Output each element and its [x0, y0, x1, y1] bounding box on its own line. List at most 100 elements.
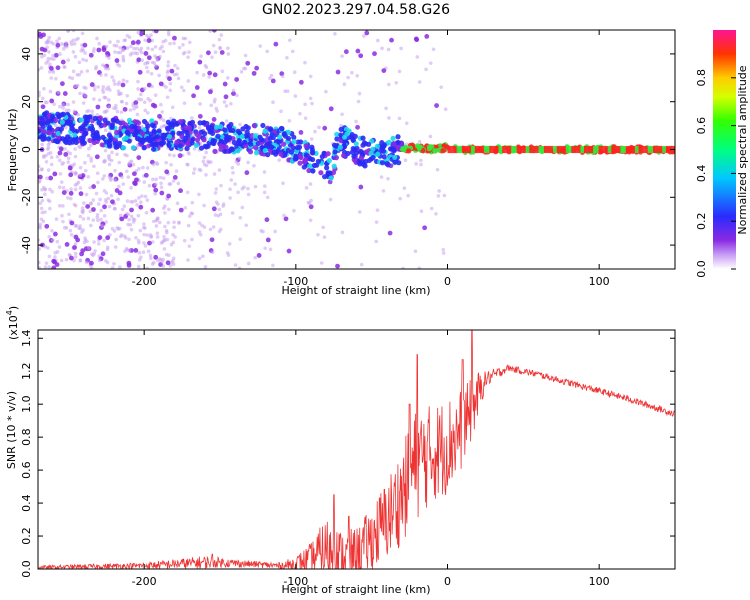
- spectrogram-noise-point: [63, 152, 69, 157]
- spectrogram-noise-point: [155, 231, 160, 235]
- spectrogram-carrier-segment: [451, 145, 454, 154]
- spectrogram-noise-point: [354, 119, 358, 124]
- spectrogram-noise-point: [72, 41, 77, 46]
- spectrogram-ridge-point: [245, 125, 251, 131]
- spectrogram-noise-point: [40, 198, 45, 203]
- spectrogram-noise-point: [110, 75, 115, 79]
- spectrogram-noise-point: [271, 263, 275, 268]
- spectrogram-ridge-point: [293, 153, 299, 159]
- spectrogram-noise-point: [187, 40, 192, 45]
- spectrogram-noise-point: [149, 234, 153, 239]
- spectrogram-ridge-point: [262, 147, 268, 154]
- spectrogram-ridge-point: [338, 126, 344, 133]
- spectrogram-noise-point: [69, 233, 74, 237]
- spectrogram-noise-point: [48, 89, 53, 94]
- spectrogram-ridge-point: [243, 133, 249, 139]
- spectrogram-noise-point: [292, 70, 297, 74]
- spectrogram-noise-point: [169, 68, 175, 74]
- spectrogram-noise-point: [176, 76, 181, 81]
- spectrogram-carrier-segment: [494, 145, 497, 154]
- snr-y-ticks: 0.0 0.2 0.4 0.6 0.8 1.0 1.2 1.4: [20, 329, 675, 578]
- spectrogram-noise-point: [213, 97, 217, 102]
- spectrogram-carrier-segment: [511, 145, 514, 154]
- spectrogram-noise-point: [40, 210, 45, 215]
- spectrogram-carrier-segment: [600, 145, 603, 154]
- snr-series-line: [38, 330, 675, 569]
- x-tick-label: 0: [444, 275, 451, 288]
- y-tick-label: 0: [20, 146, 33, 153]
- spectrogram-noise-point: [88, 185, 92, 190]
- spectrogram-noise-point: [166, 193, 172, 199]
- spectrogram-noise-point: [240, 205, 245, 210]
- spectrogram-noise-point: [208, 89, 213, 95]
- spectrogram-noise-point: [67, 165, 73, 171]
- spectrogram-carrier-segment: [542, 145, 545, 154]
- spectrogram-noise-point: [159, 181, 163, 186]
- spectrogram-ridge-point: [108, 137, 114, 143]
- spectrogram-noise-point: [213, 50, 218, 55]
- spectrogram-ridge-point: [278, 151, 284, 157]
- spectrogram-noise-point: [96, 180, 100, 185]
- spectrogram-noise-point: [117, 190, 123, 196]
- spectrogram-noise-point: [186, 79, 191, 83]
- spectrogram-carrier-segment: [527, 145, 530, 154]
- spectrogram-noise-point: [47, 35, 52, 40]
- spectrogram-noise-point: [218, 46, 223, 50]
- spectrogram-ridge-point: [197, 120, 203, 126]
- spectrogram-ridge-point: [156, 128, 162, 134]
- spectrogram-noise-point: [179, 85, 184, 90]
- spectrogram-noise-point: [113, 245, 118, 249]
- spectrogram-noise-point: [55, 250, 60, 254]
- spectrogram-noise-point: [434, 212, 438, 216]
- spectrogram-carrier-segment: [514, 145, 517, 154]
- spectrogram-noise-point: [61, 190, 67, 195]
- spectrogram-noise-point: [68, 190, 74, 196]
- spectrogram-carrier-segment: [565, 145, 568, 154]
- spectrogram-noise-point: [40, 142, 44, 147]
- spectrogram-carrier-segment: [483, 145, 486, 154]
- spectrogram-ridge-point: [183, 135, 189, 141]
- spectrogram-ridge-point: [333, 143, 339, 149]
- spectrogram-noise-point: [158, 54, 162, 59]
- spectrogram-noise-point: [175, 201, 180, 206]
- spectrogram-carrier-segment: [503, 145, 506, 154]
- spectrogram-noise-point: [145, 198, 150, 202]
- spectrogram-noise-point: [43, 187, 48, 191]
- spectrogram-noise-point: [143, 172, 149, 178]
- spectrogram-noise-point: [201, 254, 205, 259]
- spectrogram-noise-point: [57, 204, 62, 208]
- spectrogram-noise-point: [109, 158, 114, 163]
- spectrogram-noise-point: [58, 172, 63, 176]
- spectrogram-noise-point: [205, 50, 211, 56]
- spectrogram-carrier-segment: [625, 145, 628, 154]
- spectrogram-noise-point: [122, 106, 128, 112]
- spectrogram-noise-point: [355, 124, 360, 130]
- spectrogram-noise-point: [386, 176, 390, 181]
- spectrogram-noise-point: [115, 109, 120, 114]
- spectrogram-ridge-point: [201, 137, 207, 143]
- spectrogram-ridge-point: [141, 118, 148, 125]
- spectrogram-noise-point: [182, 88, 186, 93]
- spectrogram-ridge-point: [271, 149, 278, 155]
- snr-y-multiplier: (x104): [5, 306, 20, 340]
- spectrogram-noise-point: [49, 155, 54, 160]
- spectrogram-ridge-point: [59, 119, 65, 125]
- spectrogram-noise-point: [339, 123, 344, 128]
- spectrogram-noise-point: [431, 47, 436, 52]
- spectrogram-noise-point: [207, 75, 211, 79]
- spectrogram-noise-point: [157, 73, 161, 78]
- spectrogram-carrier-segment: [471, 145, 474, 154]
- spectrogram-noise-point: [145, 111, 150, 115]
- spectrogram-carrier-segment: [618, 145, 621, 154]
- spectrogram-noise-point: [80, 206, 85, 210]
- spectrogram-noise-point: [265, 237, 271, 243]
- spectrogram-noise-point: [78, 186, 83, 190]
- spectrogram-noise-point: [119, 110, 124, 114]
- spectrogram-noise-point: [55, 239, 60, 244]
- spectrogram-ridge-point: [333, 155, 339, 161]
- spectrogram-noise-point: [69, 42, 74, 47]
- spectrogram-ridge-point: [294, 145, 301, 151]
- spectrogram-noise-point: [313, 129, 317, 134]
- spectrogram-noise-point: [45, 147, 50, 151]
- spectrogram-ridge-point: [262, 128, 268, 134]
